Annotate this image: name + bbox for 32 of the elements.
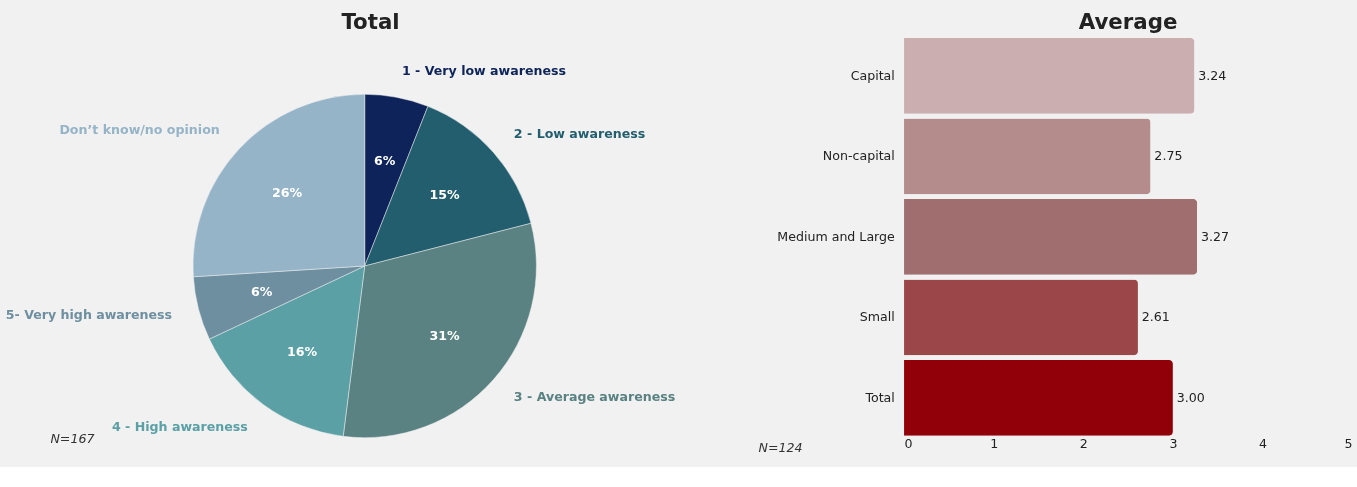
data-label: 16% [287,343,318,359]
slice-label: 4 - High awareness [111,418,248,434]
data-label: 6% [250,284,273,300]
slice-label: 5- Very high awareness [5,307,173,323]
y-tick-label: Small [859,309,895,325]
data-label: 2.75 [1154,148,1183,164]
data-label: 26% [272,185,303,201]
x-tick-label: 3 [1169,435,1178,451]
data-label: 15% [429,187,461,203]
data-label: 3.00 [1176,389,1205,405]
y-tick-label: Total [864,389,895,405]
x-tick-label: 5 [1344,435,1353,451]
x-tick-label: 1 [990,435,999,451]
x-tick-label: 0 [904,435,913,451]
chart-title: Average [1078,9,1178,35]
x-tick-label: 2 [1079,435,1088,451]
y-tick-label: Medium and Large [777,228,896,244]
y-tick-label: Capital [850,67,895,83]
chart-title: Total [341,9,400,35]
text: N=124 [758,440,803,456]
text: N=167 [50,430,95,446]
data-label: 31% [429,328,461,344]
x-tick-label: 4 [1259,435,1268,451]
slice-label: 2 - Low awareness [513,126,646,142]
data-label: 6% [373,153,396,169]
slice-label: Don’t know/no opinion [59,121,220,137]
data-label: 3.27 [1200,228,1230,244]
slice-label: 1 - Very low awareness [401,62,567,78]
y-tick-label: Non-capital [822,148,895,164]
data-label: 2.61 [1141,309,1170,325]
data-label: 3.24 [1198,67,1227,83]
slice-label: 3 - Average awareness [513,389,676,405]
